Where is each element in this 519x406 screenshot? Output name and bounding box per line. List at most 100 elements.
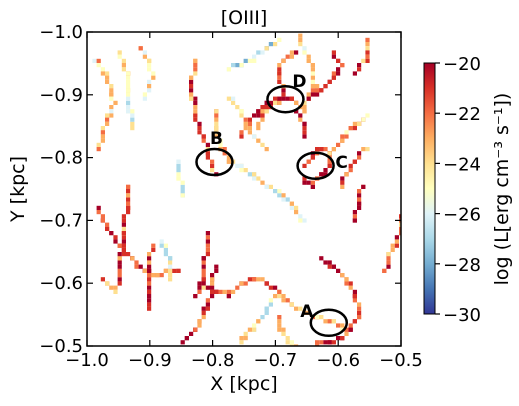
heatmap-cell bbox=[260, 109, 265, 114]
heatmap-cell bbox=[310, 71, 315, 76]
heatmap-cell bbox=[352, 71, 357, 76]
heatmap-cell bbox=[121, 235, 126, 240]
heatmap-cell bbox=[294, 100, 299, 105]
heatmap-cell bbox=[340, 273, 345, 278]
heatmap-cell bbox=[201, 306, 206, 311]
heatmap-cell bbox=[205, 298, 210, 303]
heatmap-cell bbox=[147, 294, 152, 299]
heatmap-cell bbox=[126, 252, 131, 257]
heatmap-cell bbox=[226, 67, 231, 72]
heatmap-cell bbox=[323, 319, 328, 324]
heatmap-cell bbox=[126, 100, 131, 105]
heatmap-cell bbox=[294, 344, 299, 346]
heatmap-cell bbox=[168, 256, 173, 261]
heatmap-cell bbox=[289, 201, 294, 206]
colorbar-label: log (L[erg cm⁻³ s⁻¹]) bbox=[491, 93, 513, 286]
heatmap-cell bbox=[268, 298, 273, 303]
heatmap-cell bbox=[289, 340, 294, 345]
heatmap-cell bbox=[214, 121, 219, 126]
heatmap-cell bbox=[226, 159, 231, 164]
heatmap-cell bbox=[264, 310, 269, 315]
heatmap-cell bbox=[147, 268, 152, 273]
heatmap-cell bbox=[193, 113, 198, 118]
heatmap-cell bbox=[357, 189, 362, 194]
colorbar-tick-label: −20 bbox=[443, 54, 481, 75]
heatmap-cell bbox=[168, 260, 173, 265]
heatmap-cell bbox=[117, 268, 122, 273]
heatmap-cell bbox=[327, 340, 332, 345]
heatmap-cell bbox=[142, 268, 147, 273]
heatmap-cell bbox=[277, 289, 282, 294]
heatmap-cell bbox=[222, 151, 227, 156]
colorbar-tick-label: −22 bbox=[443, 104, 481, 125]
heatmap-cell bbox=[352, 289, 357, 294]
heatmap-cell bbox=[130, 109, 135, 114]
heatmap-cell bbox=[100, 71, 105, 76]
heatmap-cell bbox=[365, 58, 370, 63]
heatmap-cell bbox=[147, 67, 152, 72]
heatmap-cell bbox=[201, 277, 206, 282]
heatmap-cell bbox=[382, 268, 387, 273]
heatmap-cell bbox=[298, 33, 303, 38]
heatmap-cell bbox=[348, 168, 353, 173]
heatmap-cell bbox=[126, 197, 131, 202]
heatmap-cell bbox=[260, 105, 265, 110]
heatmap-cell bbox=[168, 264, 173, 269]
plot-frame bbox=[86, 31, 402, 347]
heatmap-cell bbox=[176, 176, 181, 181]
heatmap-cell bbox=[176, 172, 181, 177]
heatmap-cell bbox=[319, 147, 324, 152]
heatmap-cell bbox=[256, 319, 261, 324]
heatmap-cell bbox=[147, 281, 152, 286]
heatmap-cell bbox=[319, 88, 324, 93]
heatmap-cell bbox=[100, 277, 105, 282]
heatmap-cell bbox=[352, 214, 357, 219]
heatmap-cell bbox=[205, 302, 210, 307]
heatmap-cell bbox=[260, 142, 265, 147]
heatmap-cell bbox=[239, 168, 244, 173]
heatmap-cell bbox=[134, 260, 139, 265]
heatmap-cell bbox=[298, 37, 303, 42]
heatmap-cell bbox=[155, 273, 160, 278]
heatmap-cell bbox=[201, 268, 206, 273]
heatmap-cell bbox=[302, 176, 307, 181]
heatmap-cell bbox=[193, 117, 198, 122]
heatmap-cell bbox=[201, 310, 206, 315]
heatmap-cell bbox=[264, 109, 269, 114]
heatmap-cell bbox=[151, 71, 156, 76]
heatmap-cell bbox=[243, 58, 248, 63]
heatmap-cell bbox=[205, 155, 210, 160]
heatmap-cell bbox=[331, 147, 336, 152]
heatmap-cell bbox=[193, 63, 198, 68]
heatmap-cell bbox=[315, 147, 320, 152]
heatmap-cell bbox=[252, 134, 257, 139]
heatmap-cell bbox=[294, 50, 299, 55]
heatmap-cell bbox=[205, 285, 210, 290]
x-tick-label: −0.7 bbox=[254, 350, 298, 371]
heatmap-cell bbox=[340, 180, 345, 185]
colorbar bbox=[423, 62, 436, 315]
heatmap-cell bbox=[239, 63, 244, 68]
heatmap-cell bbox=[277, 193, 282, 198]
heatmap-cell bbox=[302, 100, 307, 105]
heatmap-cell bbox=[331, 75, 336, 80]
heatmap-cell bbox=[117, 54, 122, 59]
heatmap-cell bbox=[130, 126, 135, 131]
heatmap-cell bbox=[264, 46, 269, 51]
heatmap-cell bbox=[239, 130, 244, 135]
heatmap-cell bbox=[226, 155, 231, 160]
heatmap-cell bbox=[327, 260, 332, 265]
heatmap-cell bbox=[235, 285, 240, 290]
heatmap-cell bbox=[399, 226, 401, 231]
heatmap-cell bbox=[121, 214, 126, 219]
heatmap-cell bbox=[386, 264, 391, 269]
colorbar-ticks: −20 −22 −24 −26 −28 −30 bbox=[435, 54, 481, 326]
heatmap-cell bbox=[142, 92, 147, 97]
heatmap-cell bbox=[239, 281, 244, 286]
heatmap-cell bbox=[243, 117, 248, 122]
heatmap-cell bbox=[96, 142, 101, 147]
heatmap-cell bbox=[277, 100, 282, 105]
heatmap-cell bbox=[168, 273, 173, 278]
annotation-ellipse-a bbox=[309, 308, 349, 338]
heatmap-cell bbox=[205, 151, 210, 156]
